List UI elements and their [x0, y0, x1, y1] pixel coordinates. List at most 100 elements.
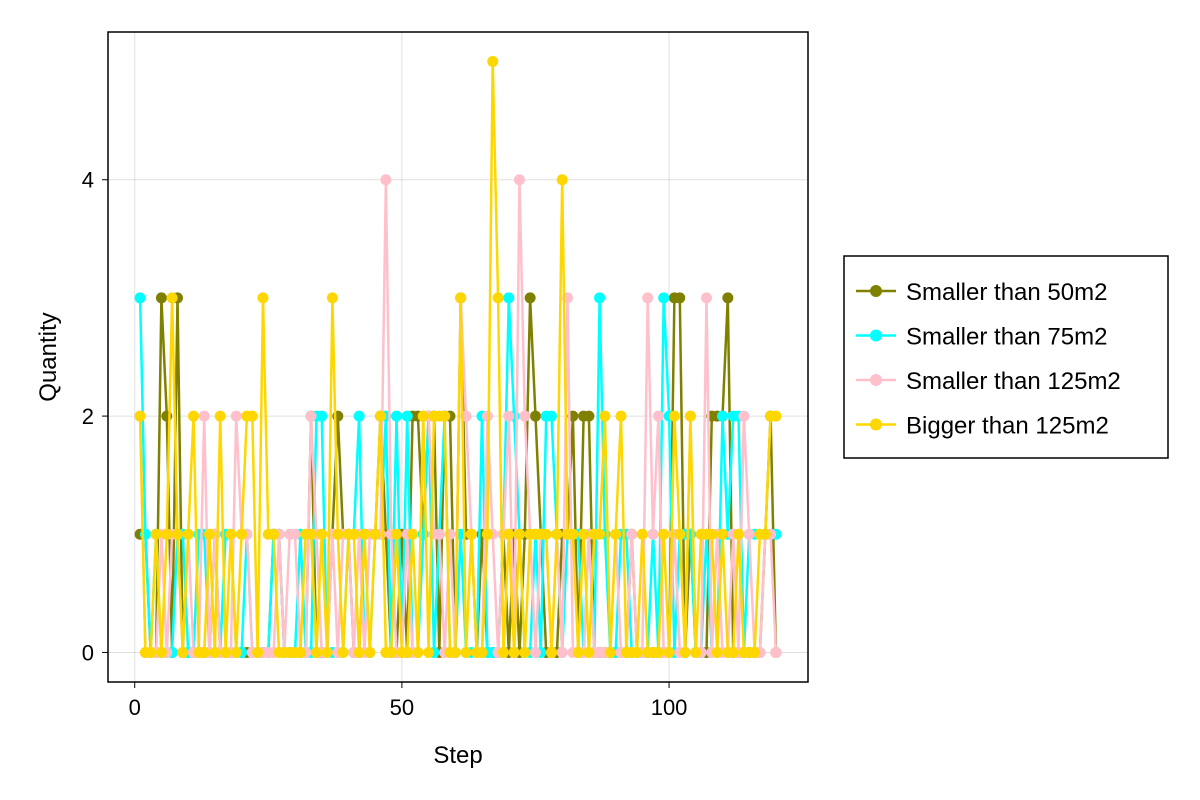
legend: Smaller than 50m2 Smaller than 75m2 Smalle…: [843, 255, 1169, 459]
data-point: [476, 646, 488, 658]
data-point: [706, 528, 718, 540]
data-point: [546, 410, 558, 422]
y-tick-label: 4: [82, 168, 94, 193]
data-point: [642, 292, 654, 304]
x-tick-label: 50: [390, 695, 414, 720]
data-point: [155, 292, 167, 304]
data-point: [684, 410, 696, 422]
data-point: [230, 410, 242, 422]
legend-swatch-marker: [870, 418, 882, 431]
data-point: [204, 528, 216, 540]
data-point: [668, 410, 680, 422]
data-point: [770, 410, 782, 422]
data-point: [268, 528, 280, 540]
data-point: [556, 646, 568, 658]
data-point: [594, 292, 606, 304]
data-point: [674, 292, 686, 304]
data-point: [391, 410, 403, 422]
data-point: [583, 410, 595, 422]
data-point: [572, 646, 584, 658]
data-point: [594, 528, 606, 540]
data-point: [529, 410, 541, 422]
data-point: [529, 646, 541, 658]
data-point: [551, 528, 563, 540]
data-point: [770, 646, 782, 658]
data-point: [187, 410, 199, 422]
data-point: [599, 410, 611, 422]
plot-frame: [107, 31, 809, 683]
data-point: [546, 646, 558, 658]
data-point: [636, 528, 648, 540]
data-point: [578, 528, 590, 540]
y-axis-title: Quantity: [35, 312, 62, 401]
legend-item: Smaller than 50m2: [856, 279, 1107, 306]
data-point: [380, 174, 392, 186]
data-point: [225, 528, 237, 540]
series-layer: [134, 56, 782, 658]
data-point: [316, 528, 328, 540]
data-point: [407, 528, 419, 540]
data-point: [455, 292, 467, 304]
data-point: [252, 646, 264, 658]
data-point: [540, 528, 552, 540]
data-point: [513, 174, 525, 186]
x-tick-label: 0: [129, 695, 141, 720]
data-point: [663, 646, 675, 658]
legend-box: [843, 255, 1169, 459]
data-point: [508, 646, 520, 658]
data-point: [604, 646, 616, 658]
legend-label: Smaller than 50m2: [906, 279, 1107, 306]
data-point: [503, 292, 515, 304]
data-point: [626, 528, 638, 540]
data-point: [375, 410, 387, 422]
data-point: [353, 410, 365, 422]
data-point: [519, 646, 531, 658]
data-point: [583, 646, 595, 658]
data-point: [369, 528, 381, 540]
data-point: [674, 528, 686, 540]
data-point: [321, 646, 333, 658]
data-point: [497, 646, 509, 658]
data-point: [759, 528, 771, 540]
data-point: [353, 646, 365, 658]
data-point: [337, 646, 349, 658]
data-point: [487, 56, 499, 68]
data-point: [679, 646, 691, 658]
data-point: [465, 528, 477, 540]
y-tick-label: 2: [82, 404, 94, 429]
data-point: [417, 410, 429, 422]
data-point: [412, 646, 424, 658]
data-point: [364, 646, 376, 658]
data-point: [423, 646, 435, 658]
data-point: [615, 410, 627, 422]
data-point: [690, 646, 702, 658]
series-line: [138, 296, 776, 654]
data-point: [631, 646, 643, 658]
data-point: [433, 528, 445, 540]
data-point: [647, 528, 659, 540]
data-point: [460, 646, 472, 658]
data-point: [171, 528, 183, 540]
data-point: [134, 410, 146, 422]
data-point: [439, 410, 451, 422]
data-point: [305, 528, 317, 540]
data-point: [198, 646, 210, 658]
data-point: [209, 646, 221, 658]
legend-item: Smaller than 125m2: [856, 368, 1121, 395]
data-point: [161, 528, 173, 540]
data-point: [358, 528, 370, 540]
data-point: [332, 528, 344, 540]
data-point: [481, 528, 493, 540]
legend-label: Bigger than 125m2: [906, 413, 1109, 440]
data-point: [700, 292, 712, 304]
data-point: [155, 646, 167, 658]
legend-item: Smaller than 75m2: [856, 324, 1107, 351]
data-point: [145, 646, 157, 658]
data-point: [567, 528, 579, 540]
data-point: [610, 528, 622, 540]
axis-ticks: 0 50 100 0 2 4: [82, 168, 688, 720]
data-point: [220, 646, 232, 658]
data-point: [305, 410, 317, 422]
data-point: [749, 646, 761, 658]
data-point: [658, 528, 670, 540]
